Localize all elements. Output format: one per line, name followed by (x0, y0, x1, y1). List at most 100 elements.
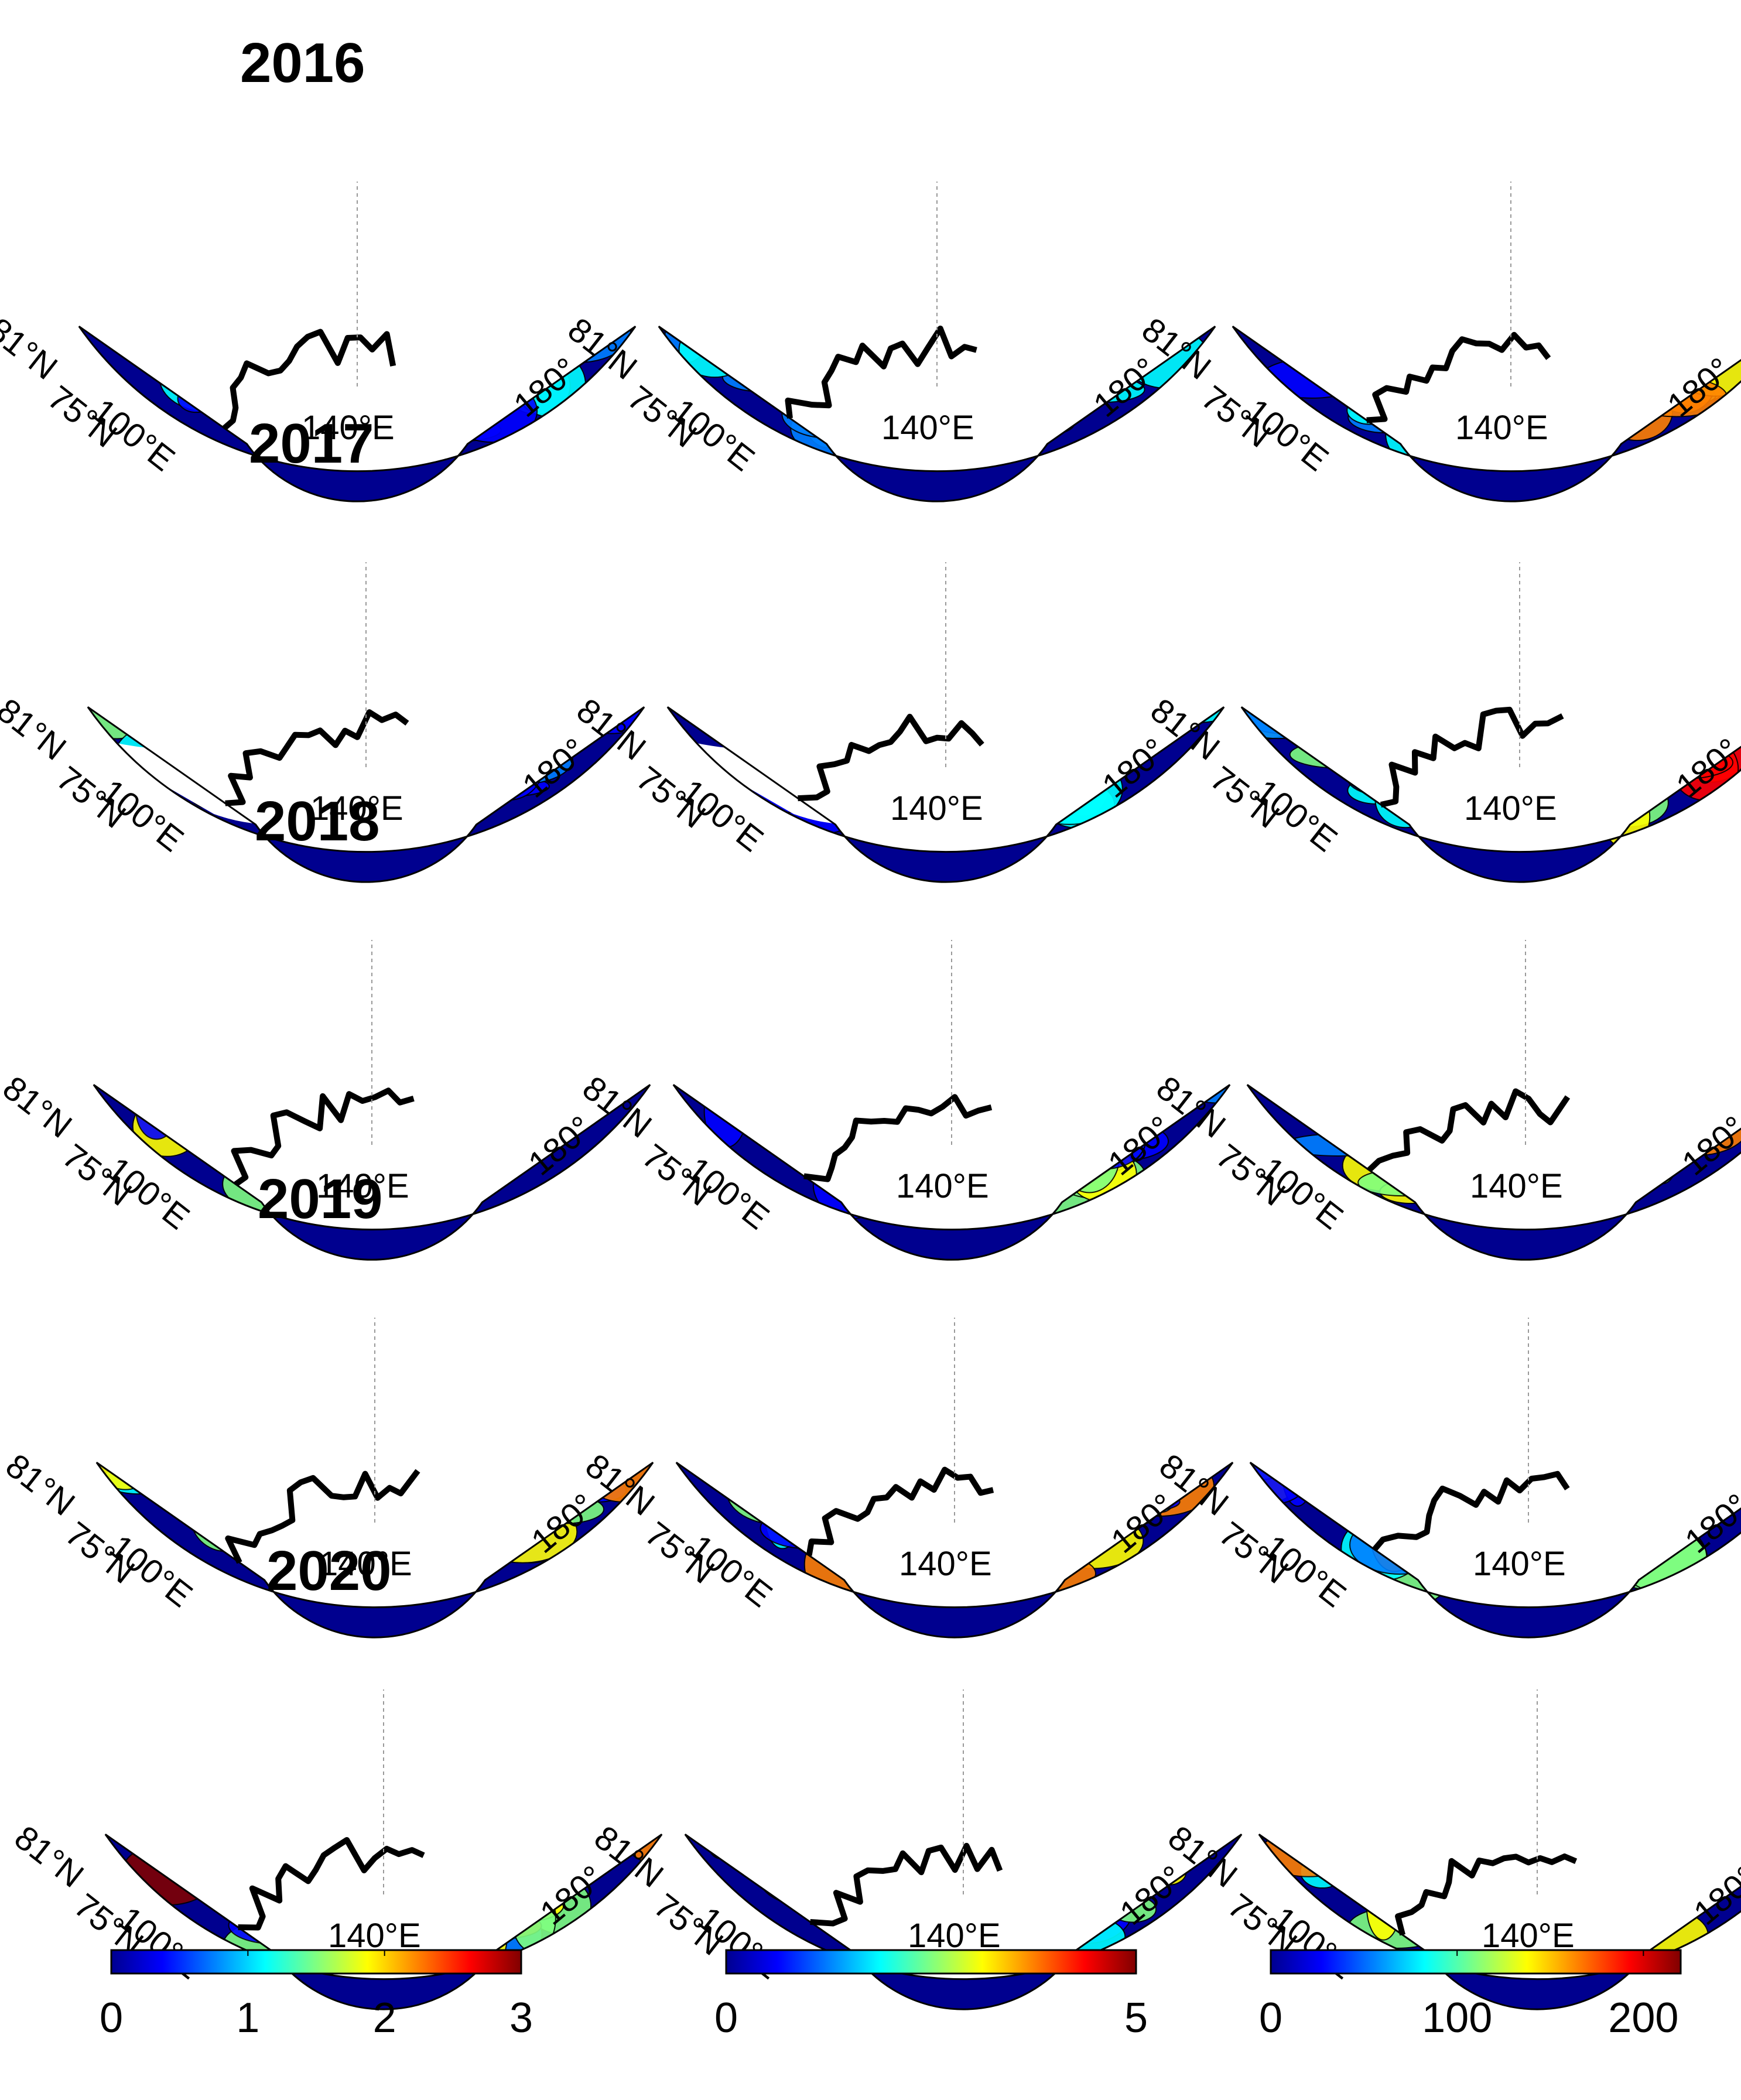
field-contour (987, 326, 1029, 333)
field-contour (1692, 649, 1741, 695)
field-contour (429, 769, 497, 813)
lon-label-140e: 140°E (899, 1545, 992, 1583)
field-contour (1558, 1834, 1603, 1906)
field-contour (1478, 1701, 1519, 1754)
field-contour (743, 190, 849, 256)
field-contour (1499, 1462, 1606, 1474)
field-contour (266, 707, 317, 712)
field-contour (135, 326, 179, 367)
field-contour (1668, 707, 1735, 720)
field-contour (291, 1030, 337, 1080)
lon-label-140e: 140°E (1470, 1167, 1563, 1205)
colorbar-tick-label-3: 3 (509, 1995, 533, 2041)
year-title-2020: 2020 (266, 1540, 392, 1602)
field-contour (358, 1739, 397, 1767)
field-contour (1540, 1008, 1581, 1082)
field-contour (239, 1410, 324, 1457)
field-contour (730, 1085, 808, 1117)
field-contour (1624, 1705, 1692, 1729)
field-contour (1313, 1834, 1398, 1842)
field-contour (1392, 991, 1493, 1044)
field-contour (1605, 560, 1698, 632)
field-contour (1524, 326, 1586, 328)
field-contour (1588, 778, 1669, 827)
field-contour (808, 659, 883, 681)
field-contour (400, 1127, 476, 1152)
field-contour (1576, 650, 1606, 688)
field-contour (240, 578, 350, 646)
sector-frame (1240, 706, 1741, 883)
field-contour (281, 939, 355, 1012)
field-contour (1015, 1899, 1049, 1928)
lon-label-140e: 140°E (908, 1917, 1001, 1955)
field-contour (511, 611, 614, 671)
field-contour (1542, 707, 1608, 743)
field-contour (1609, 1469, 1694, 1517)
field-contour (213, 1871, 254, 1907)
field-contour (500, 681, 562, 703)
field-contour (867, 962, 923, 994)
field-contour (1453, 1366, 1564, 1422)
field-contour (889, 1036, 920, 1072)
coastline (1372, 1470, 1570, 1552)
sector-frame (1232, 326, 1741, 502)
field-contour (1351, 354, 1405, 384)
field-contour (710, 679, 796, 704)
field-contour (426, 1379, 524, 1404)
field-contour (1563, 654, 1608, 680)
field-contour (1004, 737, 1065, 793)
field-contour (1517, 164, 1557, 213)
field-contour (1421, 1020, 1494, 1066)
field-contour (128, 707, 230, 745)
field-contour (1465, 1325, 1509, 1394)
field-contour (496, 1007, 544, 1062)
colorbar-col3: 0 100 200 (1259, 1949, 1682, 2041)
field-contour (1564, 326, 1630, 343)
field-contour (220, 246, 274, 289)
field-contour (172, 1462, 269, 1468)
field-contour (1547, 1739, 1634, 1811)
field-contour (305, 1085, 404, 1095)
field-contour (765, 1462, 818, 1482)
field-contour (1334, 326, 1437, 350)
field-contour (1566, 222, 1631, 248)
field-contour (1562, 1834, 1621, 1855)
field-contour (351, 237, 460, 285)
field-contour (1405, 1365, 1469, 1425)
field-contour (720, 987, 783, 1059)
field-contour (1052, 628, 1113, 649)
field-contour (404, 618, 438, 689)
coastline (238, 1836, 425, 1931)
year-title-2019: 2019 (258, 1168, 383, 1230)
field-contour (1336, 285, 1431, 317)
field-contour (282, 1685, 323, 1713)
field-contour (1367, 1399, 1407, 1444)
field-contour (281, 646, 375, 699)
field-contour (972, 1005, 1032, 1049)
field-contour (1070, 1462, 1116, 1517)
field-contour (1310, 1741, 1370, 1769)
field-contour (937, 609, 1002, 679)
field-contour (391, 1490, 481, 1516)
field-contour (964, 1462, 1070, 1534)
field-contour (271, 293, 374, 323)
field-contour (1394, 1723, 1492, 1753)
field-contour (970, 756, 1055, 782)
field-contour (678, 326, 751, 378)
field-contour (314, 1124, 370, 1161)
field-contour (1369, 707, 1437, 721)
field-contour (990, 1018, 1042, 1053)
field-contour (1026, 1005, 1103, 1030)
field-contour (1370, 1846, 1452, 1913)
field-contour (778, 707, 876, 713)
field-contour (749, 707, 810, 747)
field-contour (1543, 363, 1612, 406)
field-contour (1582, 1103, 1670, 1175)
field-blobs (1247, 991, 1741, 1205)
field-contour (279, 1737, 313, 1801)
colorbar-col1: 0 1 2 3 (100, 1949, 533, 2041)
field-contour (1568, 1834, 1647, 1851)
